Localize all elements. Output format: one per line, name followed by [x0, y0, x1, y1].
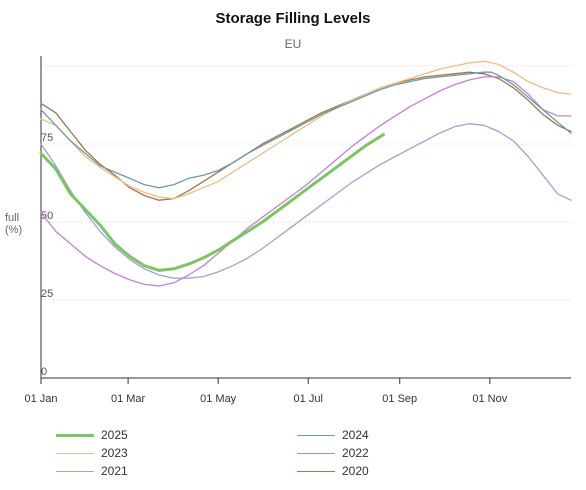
x-tick-label-0: 01 Jan [24, 393, 57, 405]
y-axis-label: full (%) [5, 212, 29, 236]
y-axis-label-line-2: (%) [5, 224, 23, 236]
x-tick-label-1: 01 Mar [111, 393, 146, 405]
series-line-2024 [40, 71, 572, 189]
y-tick-label-75: 75 [41, 132, 53, 144]
y-axis-label-line-1: full [5, 212, 20, 224]
x-tick-label-5: 01 Nov [472, 393, 507, 405]
y-tick-label-0: 0 [41, 366, 47, 378]
series-line-2021 [40, 123, 572, 279]
chart-subtitle: EU [284, 37, 302, 51]
series-line-2023 [40, 60, 572, 200]
y-tick-label-25: 25 [41, 288, 53, 300]
series-line-2020 [40, 71, 572, 201]
chart-title: Storage Filling Levels [215, 10, 371, 27]
series-line-2025 [39, 133, 385, 272]
x-tick-label-4: 01 Sep [382, 393, 417, 405]
x-tick-label-3: 01 Jul [294, 393, 323, 405]
series-line-2022 [40, 76, 572, 287]
x-tick-label-2: 01 May [200, 393, 237, 405]
y-tick-label-50: 50 [41, 210, 53, 222]
